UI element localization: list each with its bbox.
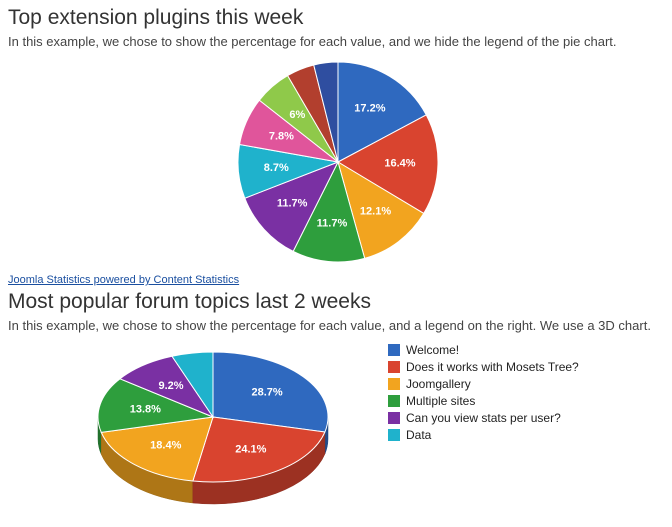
pie3d-slice-label-3: 13.8% xyxy=(130,403,161,415)
legend-label-5: Data xyxy=(406,428,431,442)
slice-label-5: 8.7% xyxy=(264,162,289,174)
credit-link[interactable]: Joomla Statistics powered by Content Sta… xyxy=(8,274,239,286)
section-popular-forum-topics: Most popular forum topics last 2 weeks I… xyxy=(8,290,664,514)
pie3d-slice-label-1: 24.1% xyxy=(235,444,266,456)
section-top-extension-plugins: Top extension plugins this week In this … xyxy=(8,6,664,288)
legend-label-3: Multiple sites xyxy=(406,394,475,408)
legend-item-2[interactable]: Joomgallery xyxy=(388,377,579,391)
legend-swatch-4 xyxy=(388,412,400,424)
slice-label-4: 11.7% xyxy=(277,198,308,210)
legend-item-1[interactable]: Does it works with Mosets Tree? xyxy=(388,360,579,374)
legend-item-0[interactable]: Welcome! xyxy=(388,343,579,357)
section2-desc: In this example, we chose to show the pe… xyxy=(8,318,664,333)
legend-swatch-3 xyxy=(388,395,400,407)
section2-title: Most popular forum topics last 2 weeks xyxy=(8,290,664,314)
legend-label-1: Does it works with Mosets Tree? xyxy=(406,360,579,374)
legend-item-4[interactable]: Can you view stats per user? xyxy=(388,411,579,425)
legend-label-2: Joomgallery xyxy=(406,377,471,391)
pie-chart-plugins: 17.2% 16.4% 12.1% 11.7% 11.7% 8.7% 7.8% 6% xyxy=(208,55,468,270)
pie3d-slice-label-4: 9.2% xyxy=(159,380,184,392)
slice-label-3: 11.7% xyxy=(317,218,348,230)
legend-item-5[interactable]: Data xyxy=(388,428,579,442)
slice-label-2: 12.1% xyxy=(360,205,391,217)
slice-label-1: 16.4% xyxy=(384,157,415,169)
pie3d-slice-label-0: 28.7% xyxy=(252,387,283,399)
legend-swatch-1 xyxy=(388,361,400,373)
legend-forum: Welcome! Does it works with Mosets Tree? J… xyxy=(388,343,579,445)
legend-swatch-2 xyxy=(388,378,400,390)
slice-label-6: 7.8% xyxy=(269,131,294,143)
slice-label-0: 17.2% xyxy=(354,103,385,115)
legend-swatch-0 xyxy=(388,344,400,356)
legend-swatch-5 xyxy=(388,429,400,441)
section1-desc: In this example, we chose to show the pe… xyxy=(8,34,664,49)
legend-label-4: Can you view stats per user? xyxy=(406,411,561,425)
section1-title: Top extension plugins this week xyxy=(8,6,664,30)
pie3d-chart-forum: 28.7% 24.1% 18.4% 13.8% 9.2% xyxy=(78,339,348,514)
pie3d-slice-label-2: 18.4% xyxy=(150,439,181,451)
legend-item-3[interactable]: Multiple sites xyxy=(388,394,579,408)
legend-label-0: Welcome! xyxy=(406,343,459,357)
slice-label-7: 6% xyxy=(289,109,305,121)
